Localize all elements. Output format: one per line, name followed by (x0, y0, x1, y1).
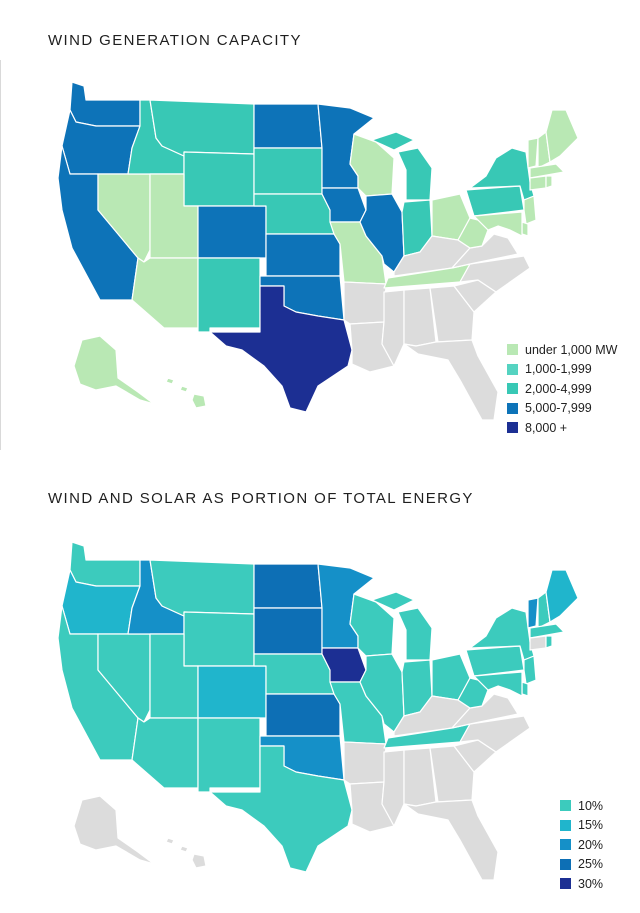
state-ct (529, 175, 547, 191)
state-sd (253, 147, 323, 195)
state-mt (149, 99, 255, 157)
legend-label: 8,000 + (525, 420, 568, 435)
state-il (359, 653, 405, 733)
state-il (359, 193, 405, 273)
legend-swatch (560, 800, 571, 812)
state-ak (73, 335, 155, 405)
legend-item: 10% (560, 796, 603, 816)
state-ri (545, 635, 553, 649)
state-me (545, 109, 579, 163)
state-wy (183, 611, 255, 667)
legend-item: 1,000-1,999 (507, 360, 617, 380)
us-choropleth-map-wind-solar-portion (57, 541, 579, 881)
state-sd (253, 607, 323, 655)
legend-label: 2,000-4,999 (525, 381, 592, 396)
state-nd (253, 563, 323, 609)
map-title-wind-capacity: WIND GENERATION CAPACITY (48, 32, 302, 49)
legend-label: 25% (578, 857, 604, 872)
state-wy (183, 151, 255, 207)
state-ga (429, 745, 475, 803)
state-ne (253, 193, 335, 235)
state-vt (527, 137, 539, 169)
legend-label: 1,000-1,999 (525, 362, 592, 377)
legend-swatch (560, 858, 571, 870)
legend-swatch (507, 363, 518, 375)
map-title-wind-solar-portion: WIND AND SOLAR AS PORTION OF TOTAL ENERG… (48, 490, 474, 507)
state-ar (343, 741, 387, 785)
legend-item: 20% (560, 835, 603, 855)
state-wa (69, 541, 141, 587)
state-nj (523, 655, 537, 685)
legend-swatch (560, 839, 571, 851)
state-tx (209, 745, 353, 873)
state-nj (523, 195, 537, 225)
state-ca (57, 605, 139, 761)
legend-swatch (507, 402, 518, 414)
legend-item: 15% (560, 816, 603, 836)
state-md (473, 671, 523, 697)
state-pa (465, 645, 525, 677)
state-me (545, 569, 579, 623)
state-de (521, 221, 529, 237)
legend-item: 2,000-4,999 (507, 379, 617, 399)
state-ks (265, 233, 341, 277)
state-nm (197, 717, 261, 793)
state-ri (545, 175, 553, 189)
state-hi (165, 377, 207, 409)
state-ma (529, 623, 565, 639)
legend-item: under 1,000 MW (507, 340, 617, 360)
state-az (131, 717, 199, 789)
legend-item: 30% (560, 874, 603, 894)
state-ne (253, 653, 335, 695)
state-ar (343, 281, 387, 325)
legend-swatch (507, 344, 518, 356)
legend-swatch (507, 422, 518, 434)
us-choropleth-map-wind-capacity (57, 81, 579, 421)
state-fl (403, 339, 499, 421)
legend-swatch (560, 878, 571, 890)
state-az (131, 257, 199, 329)
state-co (197, 205, 267, 259)
state-ca (57, 145, 139, 301)
state-fl (403, 799, 499, 881)
legend-item: 25% (560, 855, 603, 875)
legend-wind-solar-portion: 10% 15% 20% 25% 30% (560, 796, 603, 894)
state-ks (265, 693, 341, 737)
legend-label: 10% (578, 798, 604, 813)
legend-label: 20% (578, 837, 604, 852)
legend-swatch (507, 383, 518, 395)
state-ma (529, 163, 565, 179)
legend-swatch (560, 819, 571, 831)
state-de (521, 681, 529, 697)
left-edge-divider (0, 60, 1, 450)
legend-label: under 1,000 MW (525, 342, 618, 357)
state-hi (165, 837, 207, 869)
legend-wind-capacity: under 1,000 MW 1,000-1,999 2,000-4,999 5… (507, 340, 617, 438)
legend-item: 5,000-7,999 (507, 399, 617, 419)
state-ct (529, 635, 547, 651)
state-md (473, 211, 523, 237)
state-pa (465, 185, 525, 217)
legend-label: 30% (578, 876, 604, 891)
state-ga (429, 285, 475, 343)
legend-label: 15% (578, 818, 604, 833)
legend-item: 8,000 + (507, 418, 617, 438)
state-vt (527, 597, 539, 629)
state-nd (253, 103, 323, 149)
state-ak (73, 795, 155, 865)
state-wa (69, 81, 141, 127)
state-mt (149, 559, 255, 617)
state-nm (197, 257, 261, 333)
state-tx (209, 285, 353, 413)
state-co (197, 665, 267, 719)
legend-label: 5,000-7,999 (525, 401, 592, 416)
